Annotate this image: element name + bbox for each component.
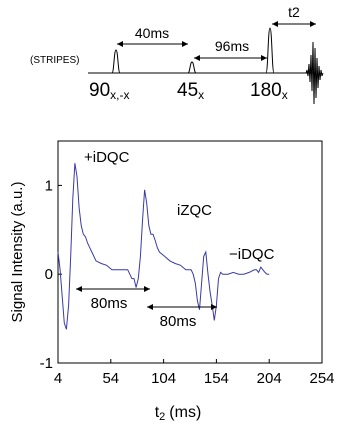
pulse-180-shape	[265, 27, 275, 74]
y-tick-label: 0	[45, 266, 53, 283]
y-axis-label: Signal Intensity (a.u.)	[9, 182, 26, 323]
interval-40-label: 40ms	[135, 25, 169, 41]
t2-head-left	[272, 21, 278, 27]
pulse-45-shape	[187, 61, 197, 74]
x-axis-label-sub: 2	[159, 411, 165, 423]
x-tick-label: 104	[151, 370, 176, 387]
span-1-head-left	[76, 286, 82, 292]
x-tick-label: 204	[257, 370, 282, 387]
y-tick-label: -1	[40, 355, 53, 372]
pulse-90-angle: 90	[89, 80, 110, 101]
stripes-label: (STRIPES)	[30, 55, 79, 66]
interval-40-head-left	[117, 41, 123, 47]
interval-96-head-left	[194, 55, 200, 61]
interval-96-head-right	[261, 55, 267, 61]
izqc-label: iZQC	[177, 202, 212, 219]
span-1-head-right	[144, 286, 150, 292]
t2-head-right	[310, 21, 316, 27]
x-tick-label: 54	[102, 370, 119, 387]
x-axis-ticks: 4 54 104 154 204 254	[54, 359, 335, 387]
span-1-label: 80ms	[91, 295, 128, 312]
x-tick-label: 254	[309, 370, 334, 387]
x-axis-label-main: t	[155, 404, 160, 421]
x-tick-label: 4	[54, 370, 62, 387]
x-axis-label-unit: (ms)	[169, 404, 201, 421]
pulse-180-angle: 180	[250, 80, 282, 101]
span-2-head-left	[147, 304, 153, 310]
signal-plot: 4 54 104 154 204 254 -1 0 1 +iDQC iZQC −iDQC 80…	[9, 140, 335, 423]
interval-96-label: 96ms	[215, 38, 249, 54]
minus-idqc-label: −iDQC	[229, 246, 275, 263]
pulse-180-label: 180x	[250, 80, 288, 102]
pulse-45-label: 45x	[177, 80, 204, 102]
pulse-90-phase: x,-x	[110, 88, 129, 102]
pulse-45-angle: 45	[177, 80, 198, 101]
t2-label: t2	[288, 4, 300, 20]
interval-40-head-right	[182, 41, 188, 47]
x-axis-label: t2 (ms)	[155, 404, 202, 423]
signal-trace-line	[57, 163, 270, 330]
echo-signal	[305, 41, 324, 105]
pulse-180-phase: x	[282, 88, 288, 102]
y-axis-ticks: -1 0 1	[40, 177, 62, 372]
span-2-label: 80ms	[160, 313, 197, 330]
plus-idqc-label: +iDQC	[84, 149, 130, 166]
y-tick-label: 1	[45, 177, 53, 194]
span-2-head-right	[211, 304, 217, 310]
pulse-sequence: (STRIPES) 40ms 96ms t2 90x,-x 45x 1	[30, 4, 324, 105]
x-tick-label: 154	[204, 370, 229, 387]
pulse-45-phase: x	[198, 88, 204, 102]
pulse-90-shape	[111, 49, 121, 74]
pulse-90-label: 90x,-x	[89, 80, 129, 102]
